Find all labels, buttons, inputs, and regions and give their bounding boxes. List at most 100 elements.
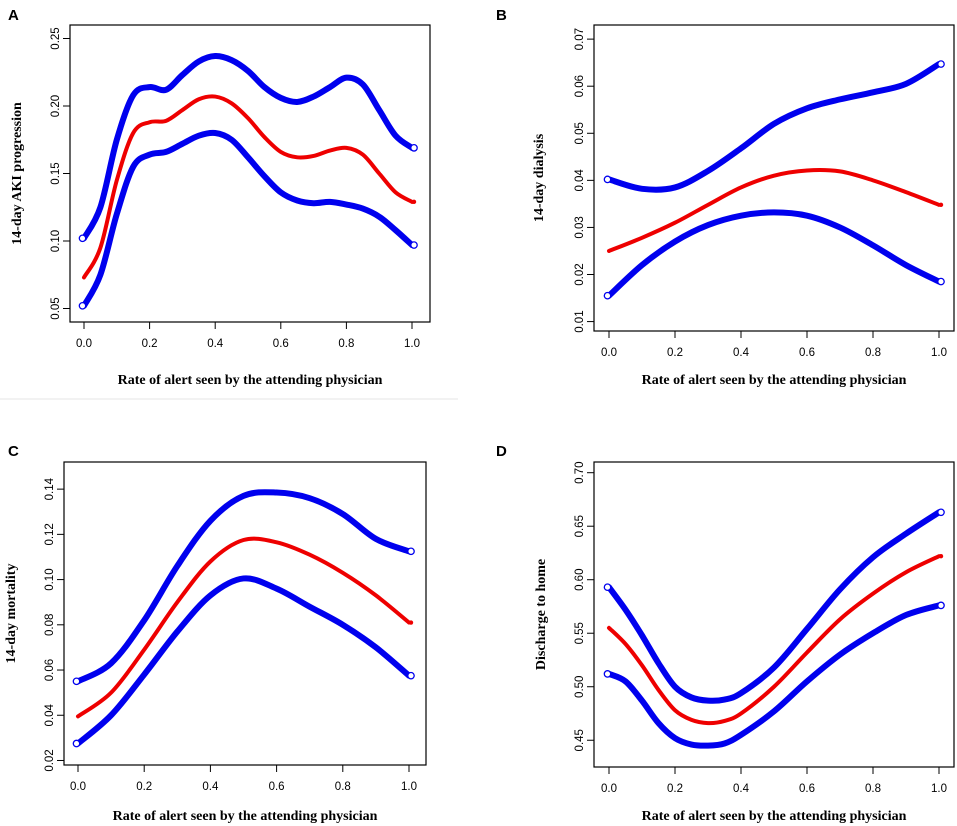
panel-b-x-tick-label: 0.2 [667, 347, 683, 359]
panel-d-letter: D [496, 443, 507, 460]
panel-c-upper-endpoint [72, 677, 81, 686]
panel-b-x-tick-label: 1.0 [931, 347, 947, 359]
panel-d-y-axis-title: Discharge to home [534, 559, 549, 670]
panel-c-y-tick-label: 0.04 [44, 703, 56, 726]
panel-b-upper-endpoint [603, 175, 612, 184]
panel-c-y-tick-label: 0.10 [44, 568, 56, 590]
panel-d-y-tick-label: 0.65 [574, 515, 586, 537]
panel-c-y-axis-title: 14-day mortality [4, 564, 19, 664]
panel-d-upper-endpoint [937, 508, 945, 517]
panel-c-x-tick-label: 0.8 [335, 781, 351, 793]
panel-c-estimate-line [76, 536, 411, 719]
panel-d-y-tick-label: 0.45 [574, 729, 586, 751]
panel-c-x-axis-title: Rate of alert seen by the attending phys… [113, 809, 378, 824]
panel-b-y-tick-label: 0.05 [574, 122, 586, 144]
panel-c-y-tick-label: 0.02 [44, 749, 56, 771]
panel-b-y-axis-title: 14-day dialysis [532, 133, 547, 222]
panel-b-x-axis: 0.0 0.2 0.4 0.6 0.8 1.0 [601, 331, 947, 359]
panel-d-x-tick-label: 0.2 [667, 783, 683, 795]
panel-a-lower-line [81, 129, 415, 309]
panel-b-y-tick-label: 0.03 [574, 216, 586, 238]
panel-b: B 0.01 0.02 0.03 0.04 0.05 0.06 0.07 0.0 0.2 0.4… [496, 7, 955, 388]
panel-d-lower-endpoint [603, 670, 612, 678]
panel-a-estimate-line [82, 94, 414, 280]
panel-b-estimate-line [607, 168, 941, 253]
panel-d-series [603, 508, 945, 749]
panel-c-x-tick-label: 0.2 [136, 781, 152, 793]
panel-b-x-axis-title: Rate of alert seen by the attending phys… [642, 373, 907, 388]
panel-a-y-axis: 0.05 0.10 0.15 0.20 0.25 [50, 27, 70, 320]
panel-d: D 0.450.500.550.600.650.70 0.0 0.2 0.4 0.6 0… [496, 443, 955, 824]
panel-c-x-tick-label: 0.6 [269, 781, 285, 793]
panel-c-y-axis: 0.02 0.04 0.06 0.08 0.10 0.12 0.14 [44, 477, 64, 772]
panel-a-y-tick-label: 0.10 [50, 230, 62, 252]
panel-c-estimate-endpoint [408, 620, 414, 625]
panel-b-y-tick-label: 0.06 [574, 75, 586, 97]
panel-b-estimate-endpoint [938, 202, 944, 208]
panel-d-x-axis-title: Rate of alert seen by the attending phys… [642, 809, 907, 824]
panel-d-y-tick-label: 0.60 [574, 569, 586, 591]
panel-c-x-tick-label: 1.0 [401, 781, 417, 793]
panel-b-upper-line [606, 61, 942, 193]
panel-c-plot-area [63, 461, 427, 766]
panel-c-y-tick-label: 0.12 [44, 523, 56, 545]
panel-b-series [603, 60, 945, 300]
panel-a-estimate-endpoint [411, 199, 417, 205]
panel-c-lower-endpoint [407, 671, 415, 680]
panel-a-upper-endpoint [78, 234, 87, 243]
panel-b-y-tick-label: 0.07 [574, 28, 586, 50]
panel-a-y-tick-label: 0.25 [50, 27, 62, 49]
panel-c-x-tick-label: 0.0 [70, 781, 86, 793]
panel-a-y-tick-label: 0.15 [50, 162, 62, 184]
panel-a-x-tick-label: 0.2 [142, 338, 158, 350]
panel-a-x-tick-label: 1.0 [404, 338, 420, 350]
panel-d-upper-line [606, 509, 942, 704]
panel-d-lower-line [606, 602, 942, 749]
panel-d-plot-area [593, 461, 955, 768]
panel-b-y-tick-label: 0.02 [574, 263, 586, 285]
panel-d-estimate-endpoint [938, 553, 944, 559]
panel-a-x-axis-title: Rate of alert seen by the attending phys… [118, 373, 383, 388]
panel-a-lower-endpoint [410, 241, 418, 249]
panel-b-lower-line [606, 209, 942, 299]
panel-c-upper-endpoint [407, 547, 415, 556]
panel-d-upper-endpoint [603, 583, 612, 592]
panel-b-y-tick-label: 0.04 [574, 169, 586, 192]
panel-b-plot-area [593, 24, 955, 332]
panel-b-lower-endpoint [603, 291, 612, 300]
panel-b-lower-endpoint [937, 277, 945, 286]
panel-c: C 0.02 0.04 0.06 0.08 0.10 0.12 0.14 0.0 0.2 0.4… [4, 443, 427, 824]
panel-b-y-axis: 0.01 0.02 0.03 0.04 0.05 0.06 0.07 [574, 28, 594, 333]
panel-a-x-axis: 0.0 0.2 0.4 0.6 0.8 1.0 [76, 322, 420, 350]
panel-c-series [72, 489, 415, 748]
panel-c-y-tick-label: 0.06 [44, 659, 56, 681]
panel-c-x-axis: 0.0 0.2 0.4 0.6 0.8 1.0 [70, 765, 417, 793]
panel-a-upper-line [81, 53, 415, 242]
panel-b-x-tick-label: 0.4 [733, 347, 750, 359]
panel-c-y-tick-label: 0.08 [44, 614, 56, 636]
panel-d-x-axis: 0.0 0.2 0.4 0.6 0.8 1.0 [601, 767, 947, 795]
panel-a-x-tick-label: 0.8 [338, 338, 354, 350]
panel-d-x-tick-label: 0.8 [865, 783, 881, 795]
panel-d-x-tick-label: 0.4 [733, 783, 750, 795]
panel-a-y-tick-label: 0.20 [50, 95, 62, 117]
panel-c-lower-line [75, 575, 412, 747]
panel-a-y-tick-label: 0.05 [50, 297, 62, 319]
panel-d-x-tick-label: 1.0 [931, 783, 947, 795]
panel-c-y-tick-label: 0.14 [44, 477, 56, 500]
panel-d-y-tick-label: 0.50 [574, 676, 586, 698]
panel-c-x-tick-label: 0.4 [202, 781, 219, 793]
panel-a-x-tick-label: 0.6 [273, 338, 289, 350]
panel-d-lower-endpoint [937, 601, 945, 610]
panel-b-x-tick-label: 0.6 [799, 347, 815, 359]
panel-b-x-tick-label: 0.0 [601, 347, 617, 359]
panel-d-x-tick-label: 0.0 [601, 783, 617, 795]
panel-c-upper-line [75, 489, 412, 685]
panel-a-lower-endpoint [78, 301, 87, 310]
panel-a: A 0.05 0.10 0.15 0.20 0.25 0.0 0.2 0.4 0.6 0.8 1.… [8, 7, 431, 388]
panel-d-y-tick-label: 0.55 [574, 622, 586, 644]
panel-a-x-tick-label: 0.0 [76, 338, 92, 350]
panel-a-upper-endpoint [410, 144, 418, 152]
panel-d-x-tick-label: 0.6 [799, 783, 815, 795]
